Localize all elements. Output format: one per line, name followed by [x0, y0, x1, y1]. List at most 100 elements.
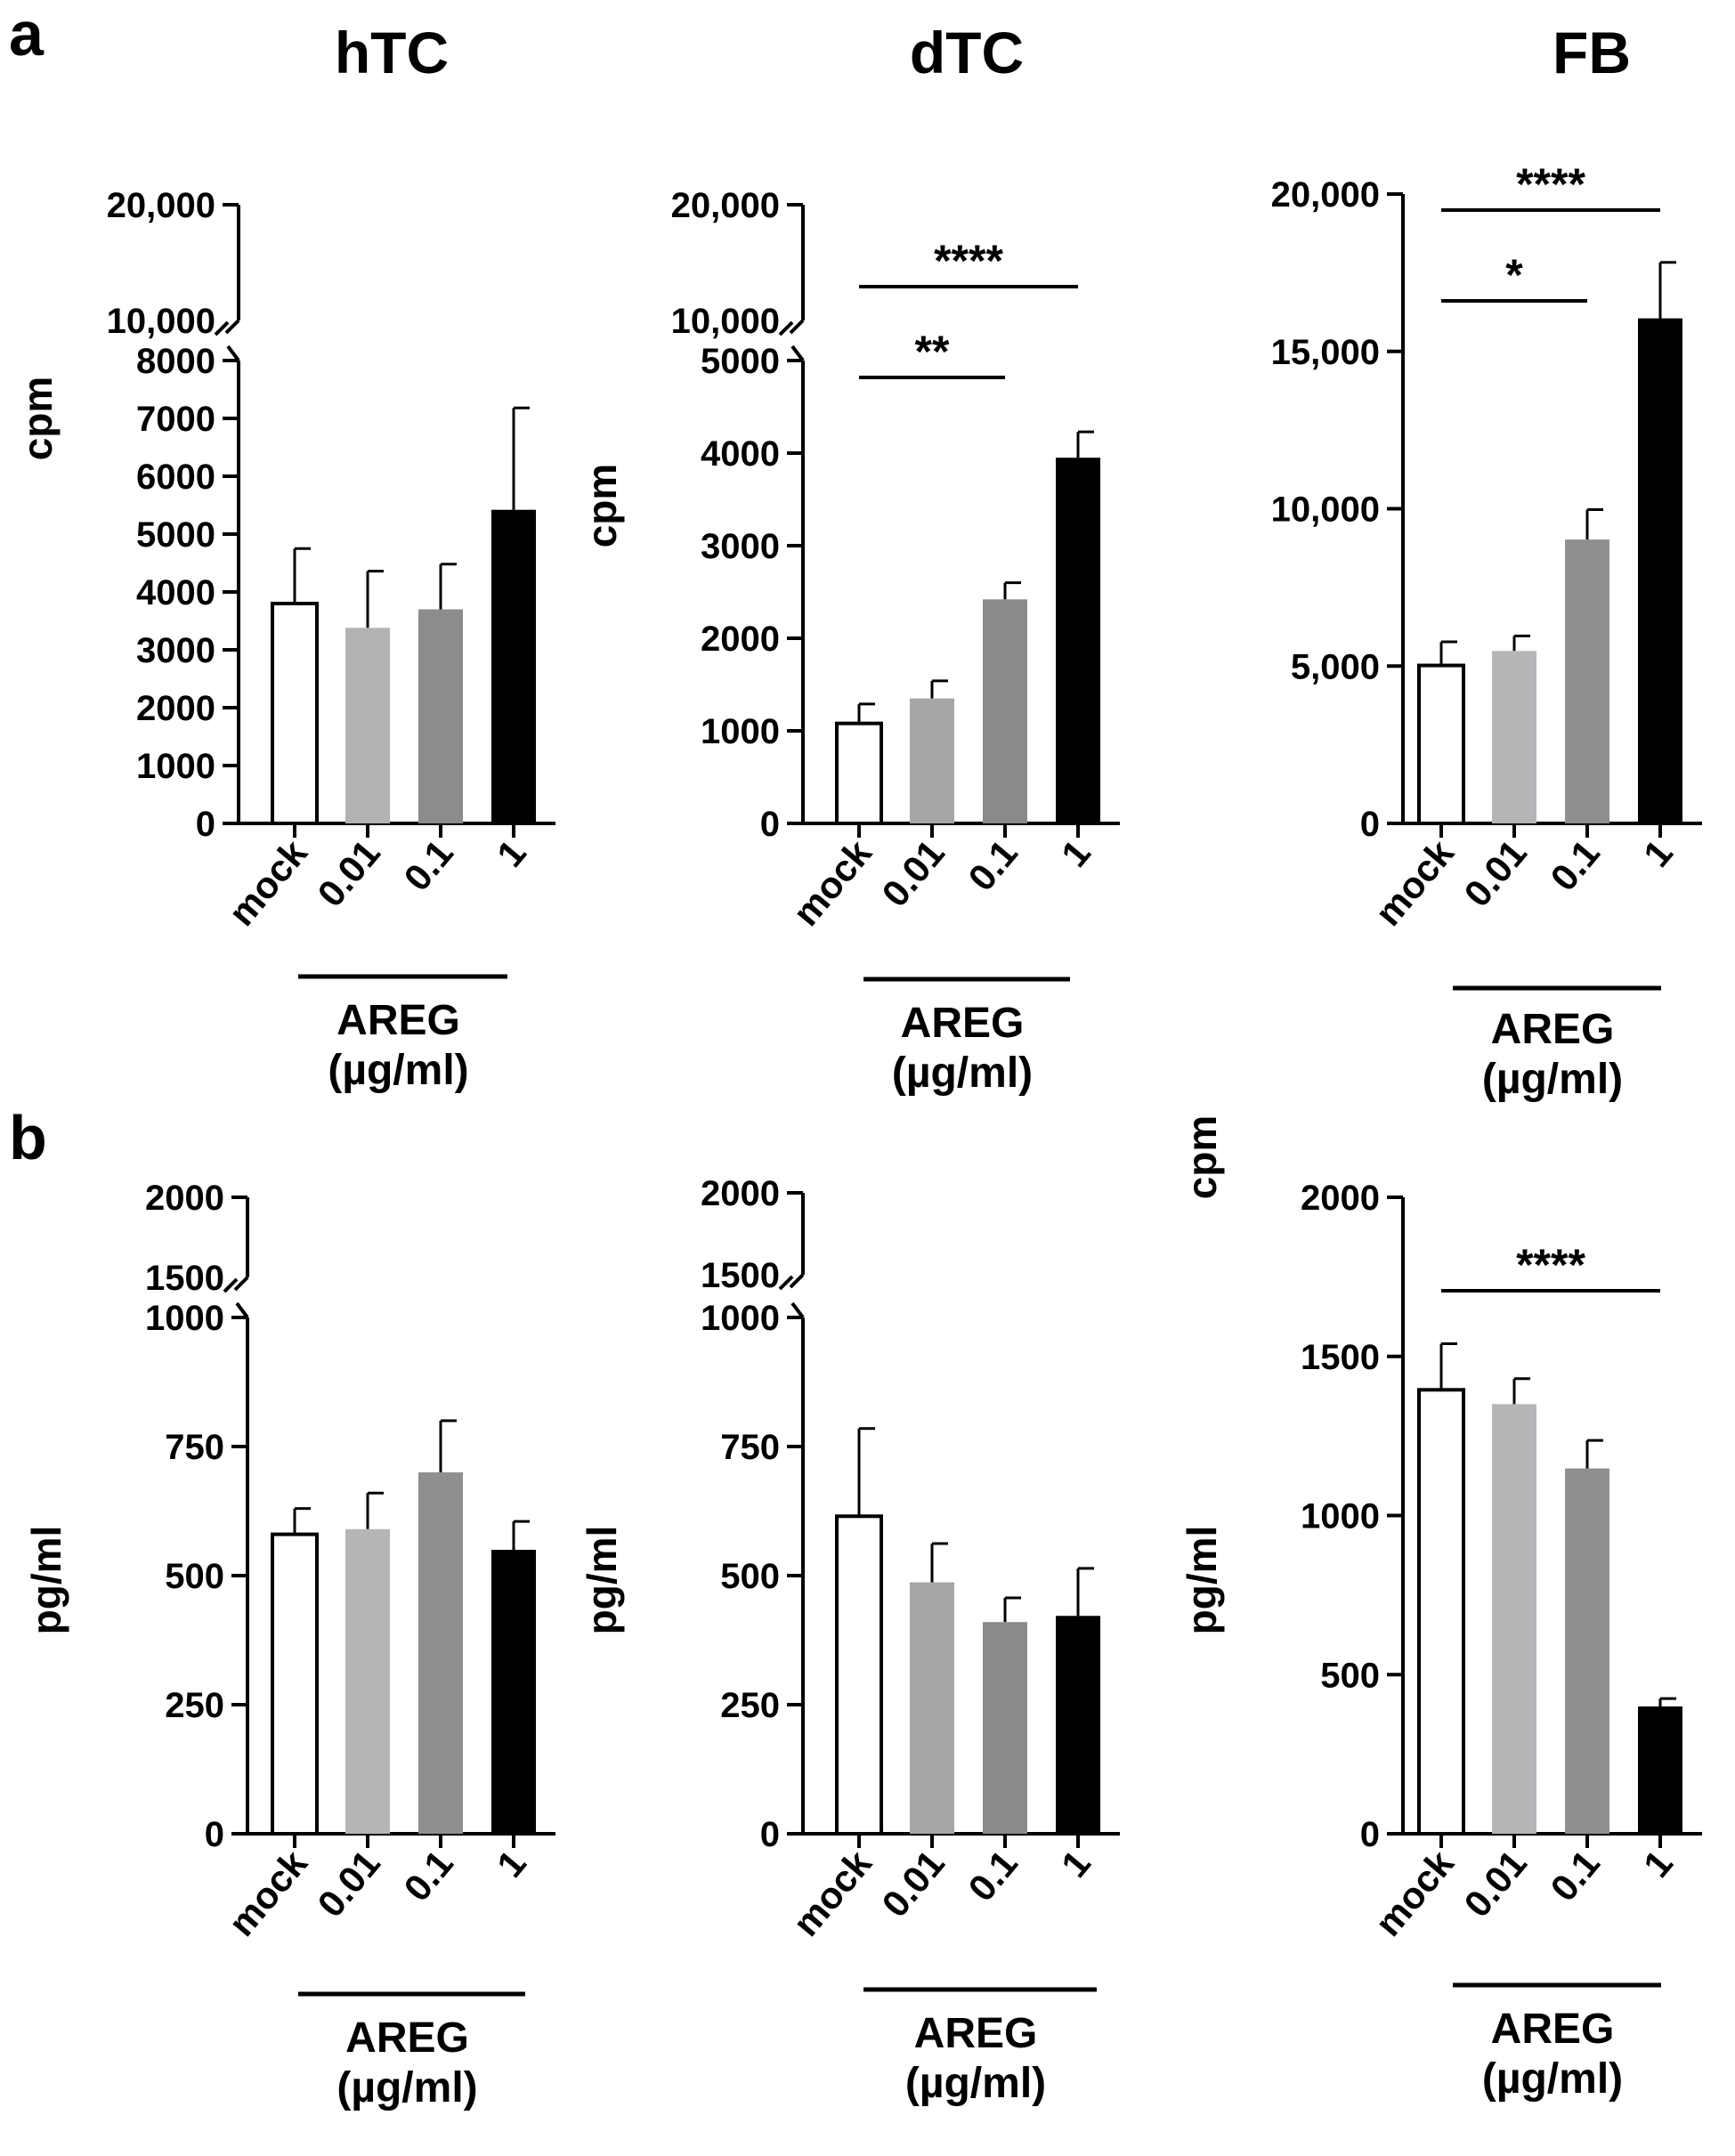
y-tick-label: 4000: [136, 573, 215, 612]
bar-0.01: [910, 1582, 954, 1834]
y-tick-label: 500: [165, 1557, 224, 1596]
y-tick-label: 750: [720, 1428, 780, 1467]
axis-break-mark: [789, 319, 805, 335]
y-tick-label: 5,000: [1291, 647, 1380, 686]
bar-mock: [1417, 1388, 1465, 1836]
bar-1: [1638, 1706, 1682, 1834]
panel-label-b: b: [9, 1103, 47, 1172]
axis-break-mark: [789, 1273, 805, 1289]
y-axis-label: cpm: [14, 377, 61, 461]
axis-break-mark: [224, 319, 240, 335]
y-tick-label: 20,000: [671, 186, 780, 225]
y-tick-label: 1500: [145, 1259, 224, 1298]
bar-0.01: [1492, 651, 1536, 823]
significance-stars: **: [915, 327, 950, 377]
y-tick-label: 500: [720, 1557, 780, 1596]
bar-mock: [835, 1514, 883, 1836]
bar-mock: [1417, 663, 1465, 826]
bar-0.1: [1565, 1468, 1609, 1834]
y-tick-label: 5000: [701, 342, 780, 381]
y-axis-label: pg/ml: [579, 1526, 625, 1635]
y-tick-label: 2000: [1301, 1179, 1380, 1218]
group-label-unit: (µg/ml): [1482, 1056, 1623, 1103]
bar-0.01: [345, 1528, 390, 1834]
significance-stars: ****: [1516, 159, 1585, 209]
y-tick-label: 6000: [136, 458, 215, 497]
y-tick-label: 10,000: [671, 302, 780, 341]
bar-1: [1638, 318, 1682, 823]
group-label-unit: (µg/ml): [328, 1047, 468, 1094]
bar-1: [491, 1550, 536, 1834]
group-label: AREG: [336, 997, 460, 1044]
y-tick-label: 0: [760, 1815, 780, 1854]
y-tick-label: 10,000: [1271, 490, 1380, 530]
y-tick-label: 8000: [136, 342, 215, 381]
y-tick-label: 7000: [136, 400, 215, 439]
y-axis-label: pg/ml: [23, 1526, 69, 1635]
column-title-htc: hTC: [335, 20, 449, 85]
y-tick-label: 1000: [136, 747, 215, 786]
y-tick-label: 500: [1320, 1656, 1380, 1695]
axis-break-mark: [778, 320, 794, 336]
axis-break-mark: [233, 1276, 249, 1292]
y-axis-label: pg/ml: [1179, 1526, 1225, 1635]
bar-1: [1056, 458, 1100, 823]
y-tick-label: 20,000: [1271, 175, 1380, 215]
y-tick-label: 0: [205, 1815, 224, 1854]
y-tick-label: 1500: [1301, 1338, 1380, 1377]
bar-0.1: [983, 599, 1027, 823]
bar-mock: [271, 1532, 319, 1836]
panel-label-a: a: [9, 0, 45, 69]
axis-break-mark: [790, 344, 805, 362]
bar-0.01: [1492, 1404, 1536, 1834]
y-tick-label: 750: [165, 1428, 224, 1467]
y-tick-label: 4000: [701, 434, 780, 474]
y-tick-label: 1000: [701, 712, 780, 751]
axis-break-mark: [235, 1301, 249, 1319]
y-tick-label: 250: [165, 1686, 224, 1725]
y-axis-label: cpm: [579, 464, 625, 548]
y-tick-label: 2000: [145, 1179, 224, 1218]
bar-1: [1056, 1616, 1100, 1834]
y-axis-label: cpm: [1179, 1115, 1225, 1200]
bar-0.1: [1565, 539, 1609, 823]
y-tick-label: 1000: [701, 1299, 780, 1338]
y-tick-label: 10,000: [107, 302, 215, 341]
bar-0.1: [418, 609, 463, 823]
axis-break-mark: [778, 1275, 794, 1291]
significance-stars: ****: [1516, 1240, 1585, 1290]
column-title-fb: FB: [1553, 20, 1631, 85]
axis-break-mark: [790, 1301, 805, 1319]
axis-break-mark: [223, 1277, 239, 1293]
y-tick-label: 15,000: [1271, 333, 1380, 372]
group-label-unit: (µg/ml): [905, 2060, 1046, 2107]
bar-0.01: [910, 698, 954, 823]
y-tick-label: 250: [720, 1686, 780, 1725]
group-label: AREG: [1491, 2006, 1615, 2053]
significance-stars: *: [1505, 250, 1523, 300]
group-label-unit: (µg/ml): [1482, 2055, 1623, 2103]
y-tick-label: 20,000: [107, 186, 215, 225]
group-label-unit: (µg/ml): [892, 1050, 1033, 1097]
y-tick-label: 5000: [136, 515, 215, 555]
group-label: AREG: [1491, 1006, 1615, 1053]
y-tick-label: 2000: [701, 620, 780, 659]
bar-1: [491, 509, 536, 823]
y-tick-label: 0: [1360, 1815, 1380, 1854]
y-tick-label: 1000: [145, 1299, 224, 1338]
y-tick-label: 2000: [136, 689, 215, 728]
bar-mock: [271, 602, 319, 825]
column-title-dtc: dTC: [910, 20, 1024, 85]
axis-break-mark: [226, 344, 240, 362]
bar-0.01: [345, 628, 390, 823]
bar-0.1: [418, 1472, 463, 1834]
axis-break-mark: [214, 320, 230, 336]
y-tick-label: 3000: [136, 631, 215, 670]
bar-0.1: [983, 1622, 1027, 1834]
y-tick-label: 0: [1360, 805, 1380, 844]
y-tick-label: 3000: [701, 527, 780, 566]
group-label: AREG: [345, 2014, 469, 2062]
y-tick-label: 0: [760, 805, 780, 844]
